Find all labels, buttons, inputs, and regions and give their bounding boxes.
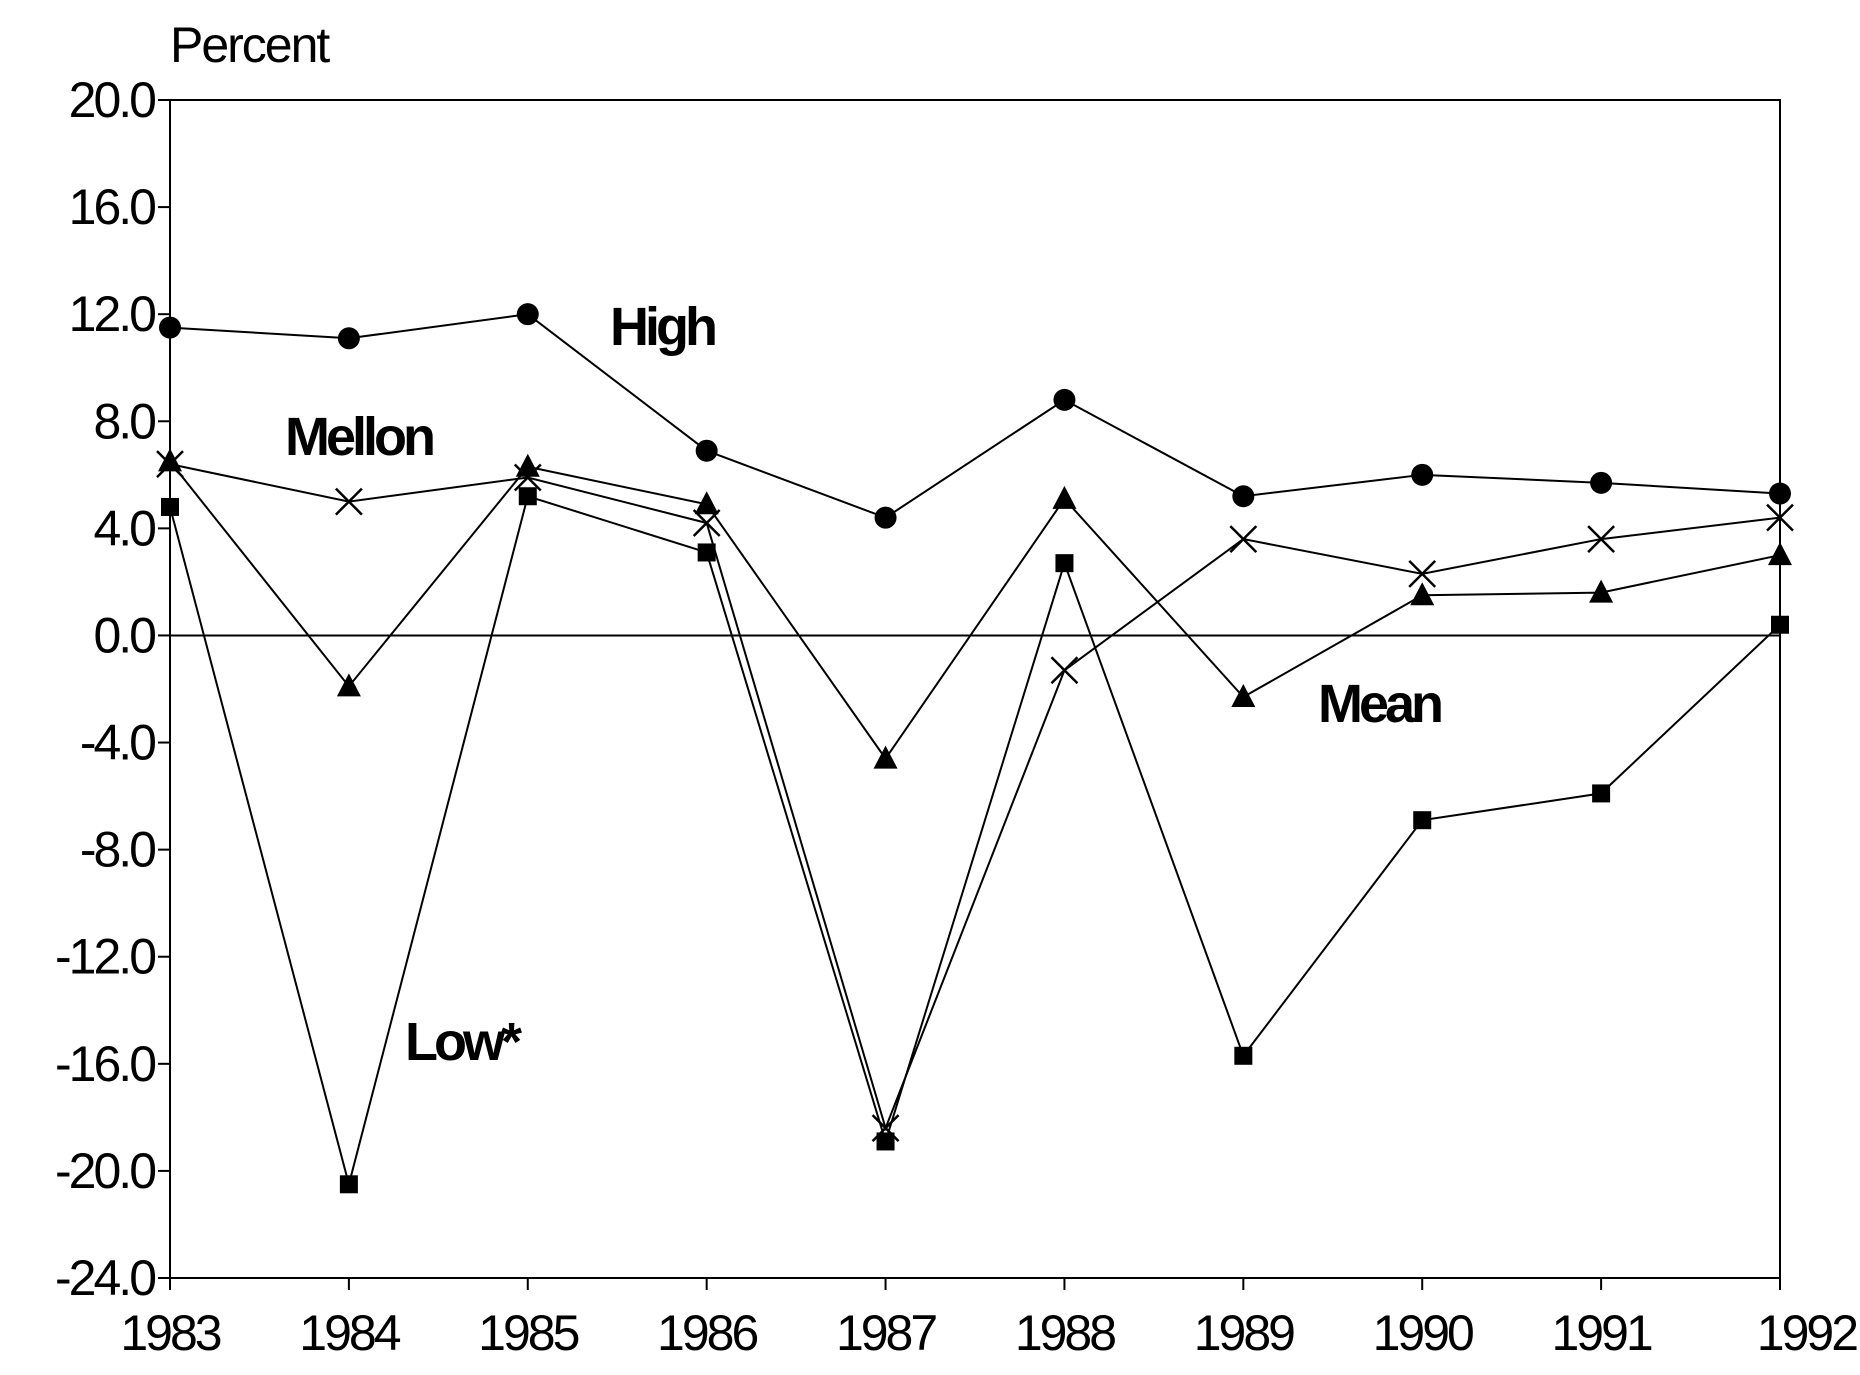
- point-high: [337, 327, 360, 350]
- point-mean: [1589, 579, 1614, 603]
- point-low: [697, 543, 716, 562]
- point-mellon: [1050, 656, 1079, 685]
- point-mean: [694, 491, 719, 515]
- series-low: [161, 487, 1789, 1194]
- y-unit-label: Percent: [170, 17, 330, 73]
- point-low: [1055, 554, 1074, 573]
- y-tick-label: 12.0: [69, 286, 156, 342]
- series-label-mellon: Mellon: [285, 407, 433, 467]
- x-marker-stroke: [1408, 559, 1437, 588]
- series-label-high: High: [610, 297, 715, 357]
- point-high: [1411, 463, 1434, 486]
- x-marker-stroke: [692, 509, 721, 537]
- y-tick-label: -16.0: [55, 1036, 155, 1092]
- x-tick-label: 1992: [1757, 1305, 1857, 1361]
- point-mean: [1410, 582, 1435, 606]
- x-marker-stroke: [1229, 525, 1258, 553]
- x-tick-label: 1988: [1015, 1305, 1115, 1361]
- point-low: [518, 487, 537, 506]
- point-mellon: [1229, 525, 1258, 553]
- series-label-low: Low*: [405, 1012, 522, 1072]
- x-axis: 1983 1984 1985 1986 1987 1988 1989 1990 1991 1992: [120, 1278, 1860, 1361]
- series-line-mean: [169, 460, 1781, 761]
- x-marker-stroke: [1587, 525, 1615, 553]
- point-high: [695, 439, 718, 462]
- point-mellon: [1766, 503, 1794, 532]
- y-tick-label: -4.0: [80, 715, 155, 771]
- series-labels: High Mellon Mean Low*: [285, 297, 1445, 1072]
- point-mellon: [692, 509, 721, 537]
- x-tick-label: 1985: [478, 1305, 578, 1361]
- point-mellon: [335, 487, 363, 516]
- point-low: [1771, 615, 1789, 634]
- y-tick-label: 8.0: [93, 393, 155, 449]
- series-mean: [158, 448, 1792, 769]
- point-low: [1413, 811, 1432, 830]
- point-mean: [1768, 542, 1792, 566]
- x-tick-label: 1986: [657, 1305, 757, 1361]
- point-mellon: [1587, 525, 1615, 553]
- point-mean: [515, 453, 540, 477]
- point-high: [516, 303, 539, 326]
- x-marker-stroke: [1766, 503, 1794, 532]
- point-low: [339, 1175, 358, 1194]
- point-mean: [158, 448, 182, 472]
- y-tick-label: -20.0: [55, 1143, 155, 1199]
- y-tick-label: 20.0: [69, 72, 156, 128]
- point-mean: [873, 745, 898, 769]
- y-tick-label: -8.0: [80, 822, 155, 878]
- point-low: [161, 497, 179, 516]
- series-line-high: [169, 313, 1781, 519]
- point-high: [159, 316, 181, 339]
- point-high: [874, 506, 897, 529]
- series-high: [159, 303, 1791, 529]
- plot-frame: [169, 99, 1781, 1279]
- x-tick-label: 1984: [299, 1305, 400, 1361]
- y-tick-label: 0.0: [93, 607, 155, 663]
- y-tick-label: -12.0: [55, 929, 155, 985]
- point-mean: [1231, 684, 1256, 708]
- point-high: [1232, 485, 1255, 508]
- x-marker-stroke: [335, 487, 363, 516]
- series-layer: [156, 303, 1794, 1194]
- point-low: [1592, 784, 1611, 803]
- series-label-mean: Mean: [1318, 674, 1441, 734]
- point-high: [1769, 482, 1791, 505]
- point-mean: [1052, 485, 1077, 509]
- point-mean: [336, 673, 361, 697]
- x-tick-label: 1983: [120, 1305, 220, 1361]
- y-tick-label: 16.0: [69, 179, 156, 235]
- x-marker-stroke: [1050, 656, 1079, 685]
- series-mellon: [156, 450, 1794, 1142]
- y-axis: 20.0 16.0 12.0 8.0 4.0 0.0 -4.0 -8.0 -12.0 -16.0 -…: [55, 72, 170, 1306]
- x-tick-label: 1989: [1194, 1305, 1294, 1361]
- y-tick-label: 4.0: [93, 500, 155, 556]
- point-low: [1234, 1046, 1253, 1065]
- y-tick-label: -24.0: [55, 1250, 155, 1306]
- series-line-mellon: [169, 463, 1781, 1132]
- point-mellon: [1408, 559, 1437, 588]
- point-low: [876, 1132, 895, 1151]
- x-tick-label: 1990: [1373, 1305, 1473, 1361]
- series-line-low: [169, 494, 1781, 1189]
- x-tick-label: 1991: [1551, 1305, 1651, 1361]
- x-tick-label: 1987: [836, 1305, 936, 1361]
- point-high: [1053, 388, 1076, 411]
- point-high: [1590, 471, 1613, 494]
